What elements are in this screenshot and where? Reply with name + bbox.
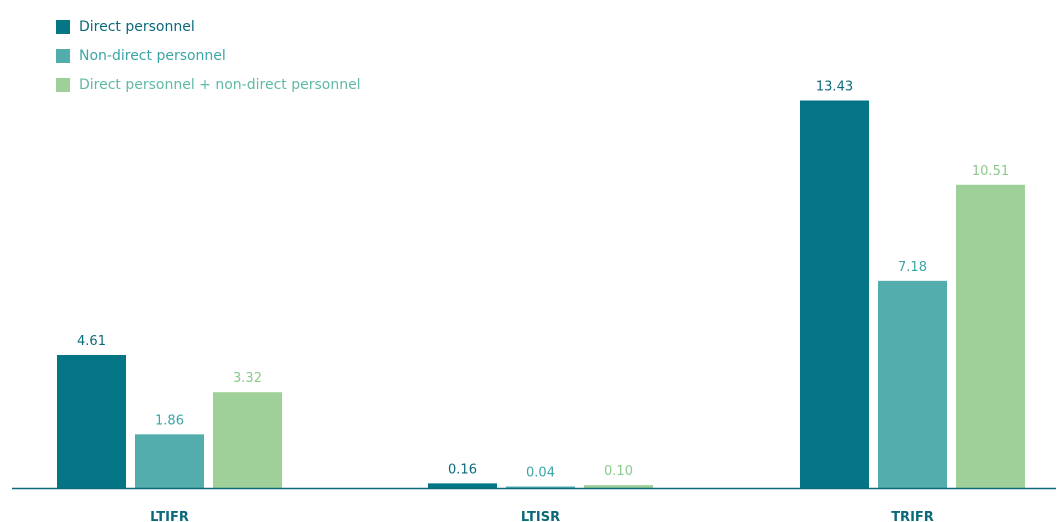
bar-ltisr-series-0: [428, 483, 497, 488]
bar-ltisr-series-2: [584, 485, 653, 488]
legend-label-combined: Direct personnel + non-direct personnel: [79, 76, 361, 93]
legend-item-direct: Direct personnel: [56, 12, 361, 41]
legend-swatch-non-direct: [56, 48, 70, 63]
data-label-trifr-series-1: 7.18: [898, 260, 927, 275]
data-label-ltifr-series-1: 1.86: [155, 413, 184, 428]
bar-ltifr-series-2: [213, 392, 282, 488]
bar-trifr-series-0: [800, 100, 869, 488]
data-label-ltisr-series-0: 0.16: [448, 462, 477, 477]
bar-ltisr-series-1: [506, 486, 575, 488]
legend-label-non-direct: Non-direct personnel: [79, 47, 226, 64]
legend-item-non-direct: Non-direct personnel: [56, 41, 361, 70]
category-label-ltifr: LTIFR: [150, 510, 189, 522]
data-label-ltisr-series-1: 0.04: [526, 466, 555, 481]
bar-ltifr-series-0: [57, 354, 126, 488]
legend-label-direct: Direct personnel: [79, 18, 195, 35]
category-label-ltisr: LTISR: [521, 510, 560, 522]
legend-swatch-combined: [56, 77, 70, 92]
bar-trifr-series-2: [956, 184, 1025, 488]
data-label-ltisr-series-2: 0.10: [604, 464, 633, 479]
data-label-ltifr-series-0: 4.61: [77, 334, 106, 349]
category-label-trifr: TRIFR: [891, 510, 934, 522]
legend: Direct personnel Non-direct personnel Di…: [56, 12, 361, 99]
data-label-trifr-series-2: 10.51: [972, 164, 1009, 179]
legend-swatch-direct: [56, 19, 70, 34]
bar-trifr-series-1: [878, 280, 947, 488]
data-label-ltifr-series-2: 3.32: [233, 371, 262, 386]
legend-item-combined: Direct personnel + non-direct personnel: [56, 70, 361, 99]
data-label-trifr-series-0: 13.43: [816, 80, 853, 95]
bar-ltifr-series-1: [135, 434, 204, 488]
